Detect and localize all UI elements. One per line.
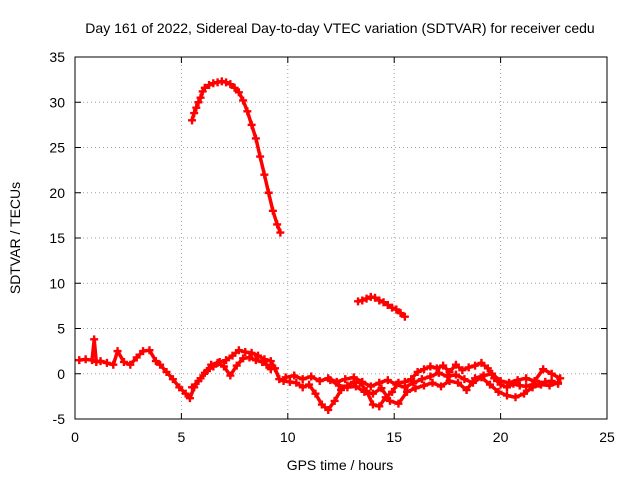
y-tick-label: 35	[49, 49, 65, 65]
y-tick-label: 0	[57, 366, 65, 382]
x-tick-label: 10	[280, 429, 296, 445]
x-tick-label: 25	[599, 429, 615, 445]
data-point	[266, 365, 275, 374]
grid-lines	[75, 57, 607, 419]
x-tick-label: 15	[386, 429, 402, 445]
series-low-cluster-1	[75, 335, 284, 403]
series-trace	[357, 295, 406, 319]
y-tick-label: 30	[49, 94, 65, 110]
series-high-arc-2	[354, 292, 409, 321]
series-low-cluster-2	[188, 353, 275, 392]
y-tick-label: 10	[49, 275, 65, 291]
chart-title: Day 161 of 2022, Sidereal Day-to-day VTE…	[85, 20, 594, 36]
series-trace	[283, 361, 559, 412]
x-tick-label: 20	[493, 429, 509, 445]
x-axis-label: GPS time / hours	[287, 457, 394, 473]
x-tick-label: 0	[71, 429, 79, 445]
y-tick-label: 25	[49, 140, 65, 156]
y-axis-label: SDTVAR / TECUs	[7, 182, 23, 294]
y-tick-label: -5	[53, 411, 66, 427]
series-high-arc-1	[188, 77, 285, 237]
series-trace	[190, 79, 283, 234]
data-points	[75, 77, 565, 414]
y-tick-label: 5	[57, 321, 65, 337]
axis-ticks	[74, 56, 608, 420]
tick-labels: 0 5 10 15 20 25 -5 0 5 10 15 20 25 30 35	[49, 49, 615, 445]
y-tick-label: 20	[49, 185, 65, 201]
x-tick-label: 5	[178, 429, 186, 445]
y-tick-label: 15	[49, 230, 65, 246]
series-trace	[329, 367, 562, 406]
series-trace	[190, 355, 273, 389]
series-trace	[79, 337, 281, 400]
series-low-cluster-5	[326, 365, 565, 408]
